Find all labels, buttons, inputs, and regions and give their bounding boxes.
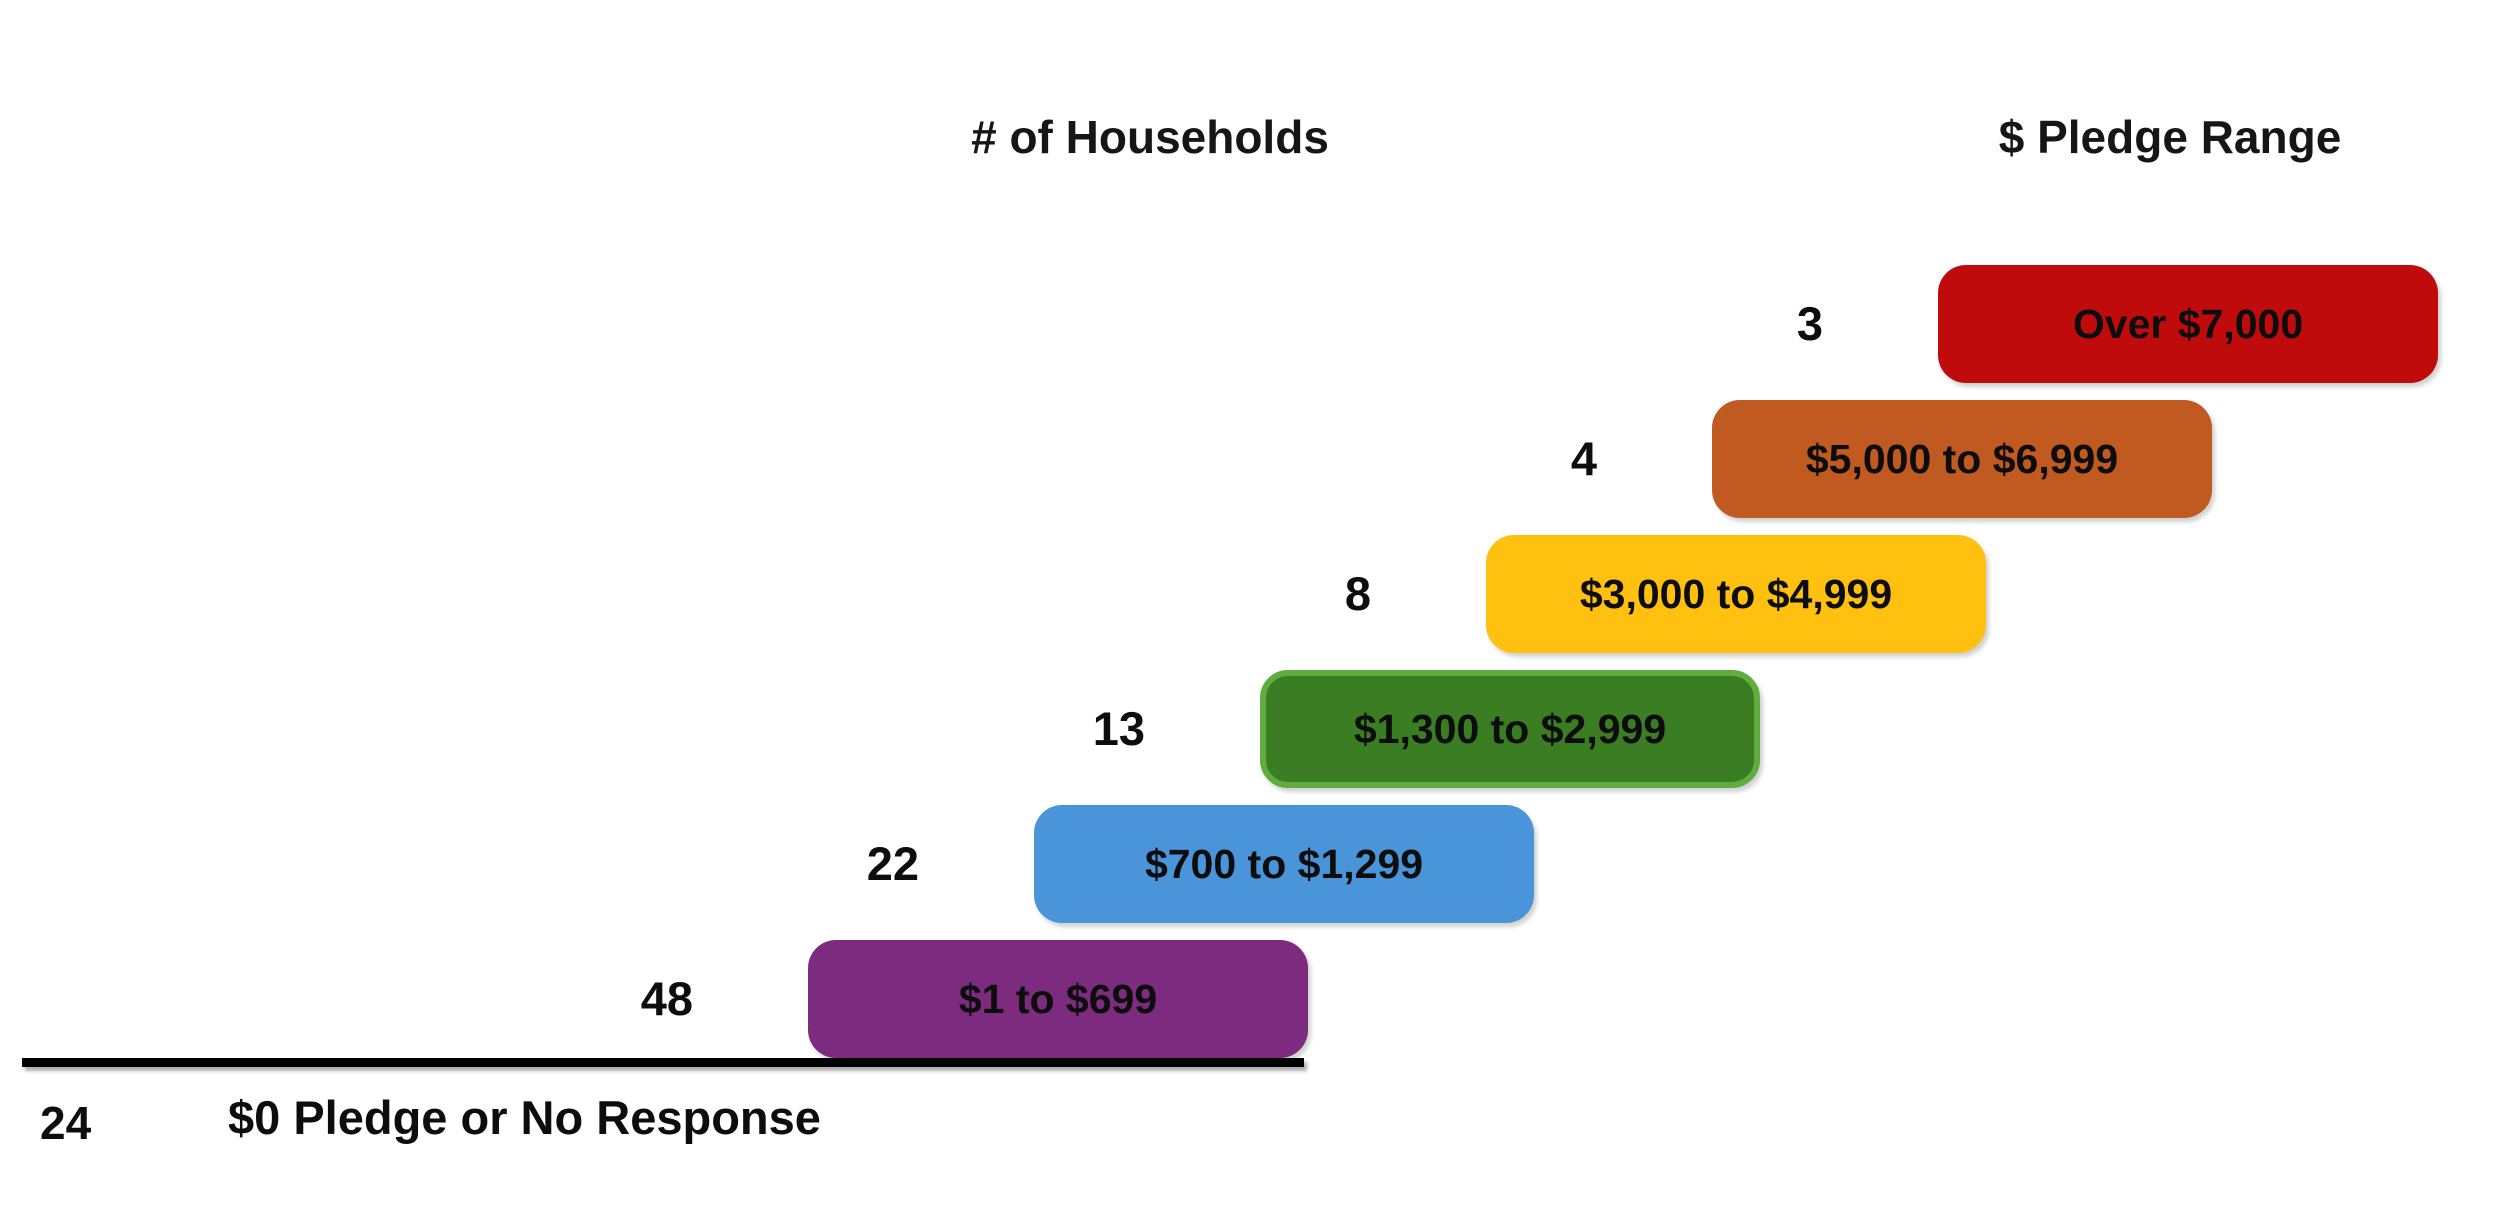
pledge-range-pill: Over $7,000 — [1938, 265, 2438, 383]
pledge-range-label: $5,000 to $6,999 — [1805, 435, 2119, 482]
pledge-range-label: $1,300 to $2,999 — [1353, 705, 1667, 752]
pledge-range-pill: $5,000 to $6,999 — [1712, 400, 2212, 518]
zero-pledge-label: $0 Pledge or No Response — [228, 1091, 821, 1144]
household-count: 8 — [1344, 567, 1371, 620]
pledge-range-pill: $1 to $699 — [808, 940, 1308, 1058]
axis-baseline — [22, 1058, 1304, 1067]
pledge-range-pill: $1,300 to $2,999 — [1260, 670, 1760, 788]
household-count: 13 — [1092, 702, 1145, 755]
household-count: 22 — [866, 837, 919, 890]
household-count: 4 — [1570, 432, 1597, 485]
pledge-range-label: $1 to $699 — [958, 975, 1158, 1022]
household-count: 3 — [1796, 297, 1823, 350]
zero-pledge-count: 24 — [40, 1097, 92, 1149]
pledge-range-pill: $700 to $1,299 — [1034, 805, 1534, 923]
households-header: # of Households — [971, 111, 1329, 163]
pledge-range-pill: $3,000 to $4,999 — [1486, 535, 1986, 653]
pledge-range-header: $ Pledge Range — [1998, 111, 2342, 163]
pledge-range-label: $700 to $1,299 — [1144, 840, 1424, 887]
pledge-range-label: Over $7,000 — [2072, 300, 2304, 347]
pledge-range-label: $3,000 to $4,999 — [1579, 570, 1893, 617]
household-count: 48 — [640, 972, 693, 1025]
